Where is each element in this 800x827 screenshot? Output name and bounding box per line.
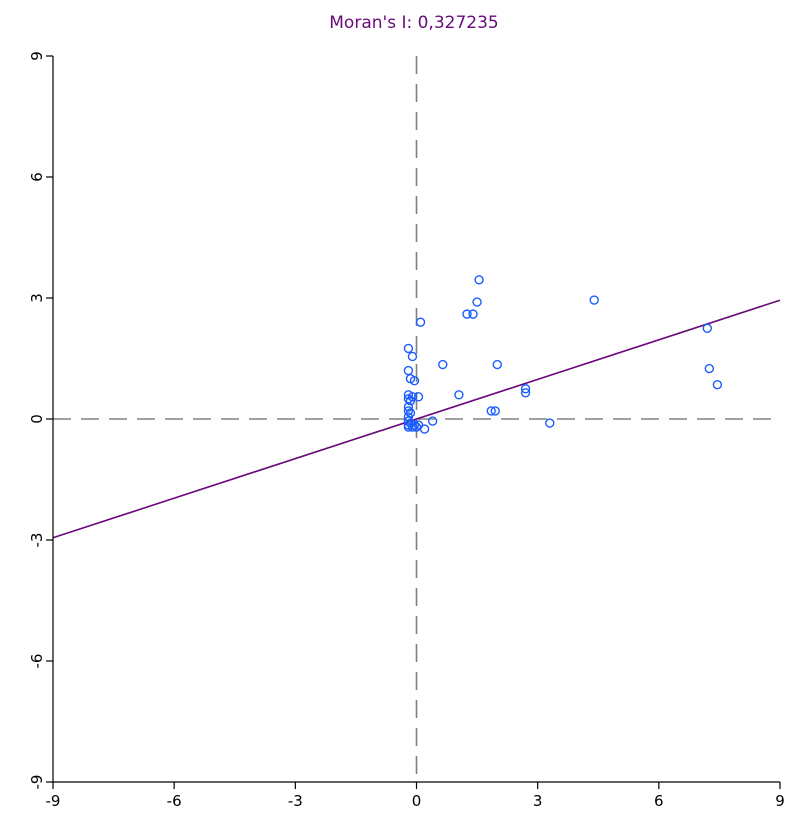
data-points — [403, 275, 723, 434]
data-point — [403, 402, 414, 412]
data-point — [704, 363, 715, 374]
data-point — [403, 406, 414, 416]
data-point — [438, 359, 448, 370]
y-tick-label: 3 — [28, 293, 46, 303]
data-point — [712, 380, 723, 390]
data-point — [520, 388, 531, 398]
data-point — [403, 365, 414, 376]
y-tick-label: -3 — [28, 533, 46, 548]
data-point — [492, 359, 502, 370]
data-point — [545, 418, 555, 428]
data-point — [403, 343, 414, 354]
y-axis-ticks: -9 -6 -3 0 3 6 9 — [28, 51, 53, 789]
data-point — [472, 297, 482, 307]
x-tick-label: 3 — [533, 792, 543, 810]
y-tick-label: -9 — [28, 775, 46, 790]
data-point — [486, 406, 496, 416]
y-tick-label: 6 — [28, 172, 46, 182]
data-point — [407, 392, 418, 402]
x-axis-ticks: -9 -6 -3 0 3 6 9 — [46, 782, 785, 810]
data-point — [490, 406, 500, 416]
x-tick-label: -9 — [46, 792, 61, 810]
x-tick-label: -6 — [167, 792, 182, 810]
data-point — [474, 275, 484, 285]
data-point — [702, 323, 712, 333]
data-point — [454, 390, 464, 400]
data-point — [419, 424, 430, 434]
regression-line — [52, 299, 781, 539]
x-tick-label: -3 — [288, 792, 303, 810]
reference-lines — [53, 56, 780, 782]
data-point — [409, 420, 420, 430]
data-point — [427, 416, 438, 426]
data-point — [520, 384, 531, 394]
x-tick-label: 6 — [654, 792, 664, 810]
data-point — [407, 351, 418, 362]
data-point — [462, 309, 472, 319]
regression-line-group — [52, 299, 781, 539]
data-point — [407, 422, 418, 432]
data-point — [589, 295, 599, 305]
data-point — [413, 392, 424, 402]
chart-title: Moran's I: 0,327235 — [329, 13, 498, 33]
y-tick-label: -6 — [28, 654, 46, 669]
data-point — [468, 309, 478, 319]
y-tick-label: 9 — [28, 51, 46, 61]
x-tick-label: 9 — [775, 792, 785, 810]
y-tick-label: 0 — [28, 414, 46, 424]
data-point — [415, 317, 426, 327]
x-tick-label: 0 — [412, 792, 422, 810]
data-point — [409, 375, 420, 386]
